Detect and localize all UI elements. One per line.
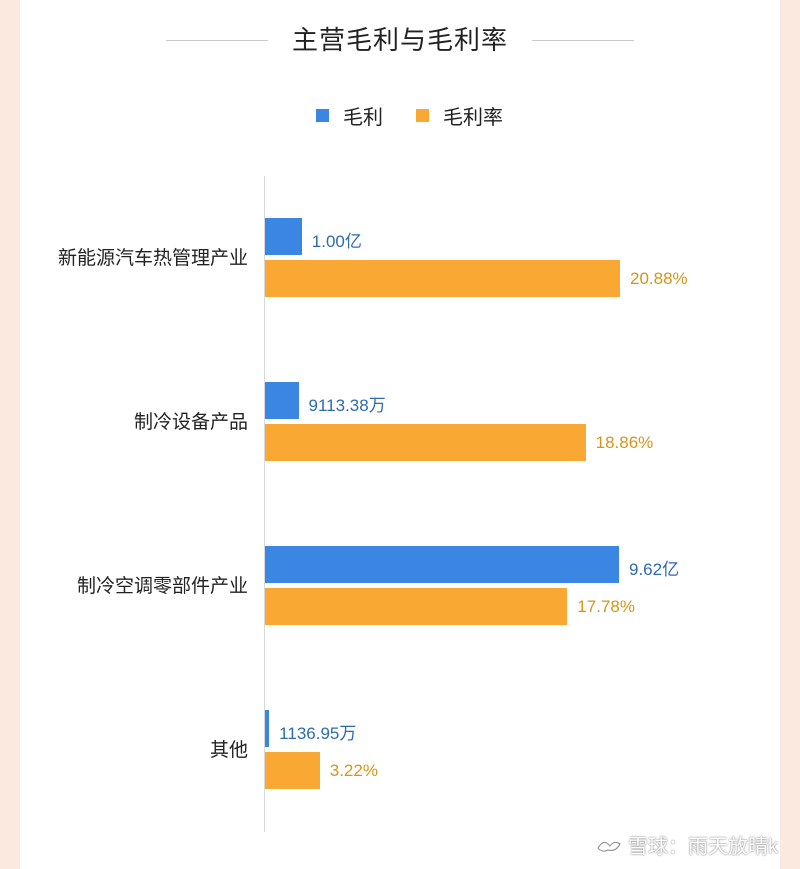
y-axis-line: [264, 176, 265, 832]
category-label: 其他: [209, 740, 248, 761]
data-label-gross-margin: 18.86%: [595, 433, 654, 452]
xueqiu-logo-icon: [596, 836, 622, 854]
watermark-text: 雪球：雨天放晴k: [628, 836, 778, 858]
legend-swatch-orange: [416, 108, 429, 122]
category-label: 制冷空调零部件产业: [76, 576, 248, 597]
bar-gross-profit: [265, 546, 619, 583]
bar-gross-profit: [265, 382, 299, 419]
category-label: 制冷设备产品: [133, 412, 248, 433]
data-label-gross-margin: 3.22%: [329, 761, 378, 780]
data-label-gross-profit: 9113.38万: [308, 396, 386, 415]
data-label-gross-profit: 1136.95万: [279, 724, 357, 743]
data-label-gross-margin: 20.88%: [630, 269, 688, 288]
data-label-gross-profit: 1.00亿: [311, 232, 362, 251]
legend-item-gross-profit: 毛利: [316, 100, 383, 130]
bar-gross-margin: [265, 260, 620, 297]
data-label-gross-profit: 9.62亿: [629, 560, 680, 579]
bar-gross-profit: [265, 218, 302, 255]
title-divider-left: [166, 40, 268, 41]
bar-gross-margin: [265, 588, 568, 625]
legend-swatch-blue: [316, 108, 329, 122]
legend-label-gross-margin: 毛利率: [443, 106, 503, 129]
data-label-gross-margin: 17.78%: [577, 597, 635, 616]
bar-gross-profit: [265, 710, 270, 747]
category-label: 新能源汽车热管理产业: [57, 248, 248, 269]
bar-gross-margin: [265, 752, 320, 789]
legend-label-gross-profit: 毛利: [343, 106, 383, 129]
chart-legend: 毛利 毛利率: [0, 100, 800, 130]
title-divider-right: [532, 40, 634, 41]
bar-gross-margin: [265, 424, 586, 461]
chart-title: 主营毛利与毛利率: [291, 25, 508, 55]
legend-item-gross-margin: 毛利率: [416, 100, 503, 130]
chart-title-row: 主营毛利与毛利率: [0, 18, 800, 62]
watermark: 雪球：雨天放晴k: [596, 830, 778, 859]
